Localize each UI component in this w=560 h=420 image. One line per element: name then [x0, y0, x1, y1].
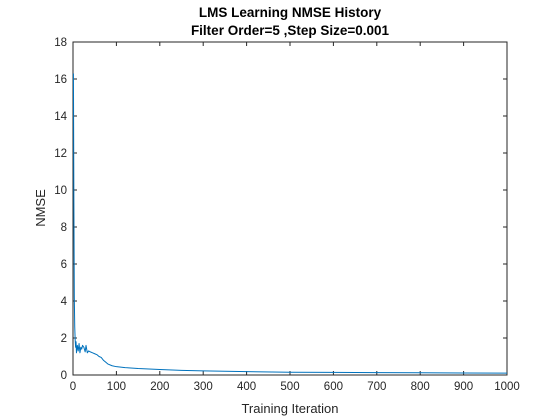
- y-tick-label: 10: [54, 185, 67, 197]
- y-tick-label: 18: [54, 37, 67, 49]
- chart-title: LMS Learning NMSE History: [199, 5, 382, 20]
- axis-ticks: 0 100 200 300 400 500 600 700 800 900 1000 0 2 4 6 8 10 1…: [54, 37, 520, 393]
- y-tick-label: 16: [54, 74, 67, 86]
- y-axis-label: NMSE: [33, 189, 48, 227]
- x-tick-label: 700: [367, 381, 386, 393]
- x-tick-label: 300: [194, 381, 213, 393]
- x-tick-label: 600: [324, 381, 343, 393]
- y-tick-label: 8: [61, 222, 67, 234]
- x-tick-label: 0: [70, 381, 76, 393]
- series-layer: [72, 73, 508, 374]
- y-tick-label: 2: [61, 333, 67, 345]
- x-tick-label: 400: [237, 381, 256, 393]
- x-tick-label: 200: [150, 381, 169, 393]
- x-axis-label: Training Iteration: [241, 401, 338, 416]
- chart-subtitle: Filter Order=5 ,Step Size=0.001: [191, 23, 390, 38]
- y-tick-label: 12: [54, 148, 67, 160]
- y-tick-label: 14: [54, 111, 67, 123]
- y-tick-label: 0: [61, 370, 67, 382]
- nmse-series-line: [72, 73, 508, 374]
- x-tick-label: 900: [454, 381, 473, 393]
- y-tick-label: 4: [61, 296, 68, 308]
- y-tick-label: 6: [61, 259, 67, 271]
- x-tick-label: 1000: [494, 381, 520, 393]
- x-tick-label: 500: [280, 381, 299, 393]
- x-tick-label: 100: [107, 381, 126, 393]
- plot-area: [72, 41, 508, 376]
- x-tick-label: 800: [411, 381, 430, 393]
